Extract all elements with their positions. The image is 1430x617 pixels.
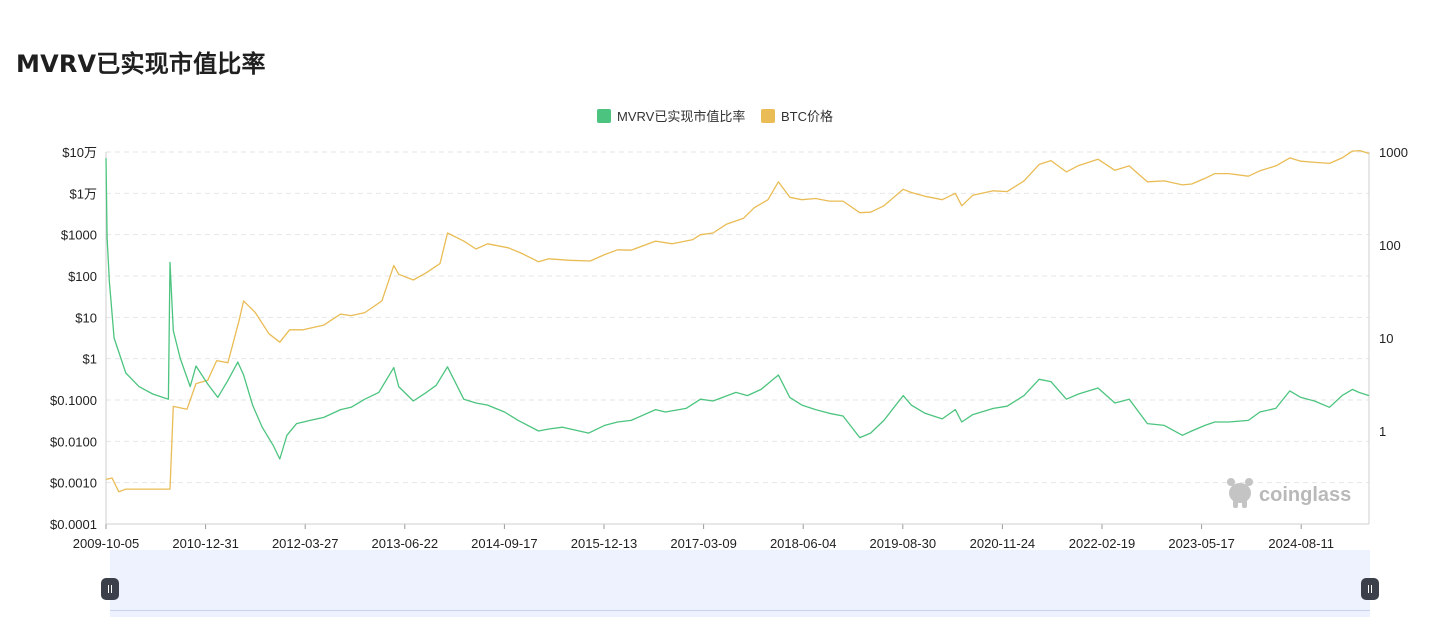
zoom-preview-line bbox=[110, 610, 1370, 611]
legend-label-btc-price: BTC价格 bbox=[780, 109, 833, 124]
left-axis-tick-label: $1 bbox=[83, 352, 97, 367]
mvrv-chart: $10万 $1万 $1000 $100 $10 $1 $0.1000 $0.0100 $0.00… bbox=[50, 145, 1408, 550]
left-axis-tick-label: $100 bbox=[68, 269, 97, 284]
x-axis-tick-label: 2010-12-31 bbox=[172, 536, 239, 550]
axes bbox=[105, 152, 1370, 529]
right-axis-tick-label: 1000 bbox=[1379, 145, 1408, 160]
x-axis-tick-label: 2014-09-17 bbox=[471, 536, 538, 550]
x-axis-tick-label: 2023-05-17 bbox=[1168, 536, 1235, 550]
tick-labels: $10万 $1万 $1000 $100 $10 $1 $0.1000 $0.0100 $0.00… bbox=[50, 145, 1408, 550]
legend-label-mvrv: MVRV已实现市值比率 bbox=[617, 109, 746, 124]
left-axis-tick-label: $1000 bbox=[61, 228, 97, 243]
left-axis-tick-label: $0.0100 bbox=[50, 434, 97, 449]
chart-legend: MVRV已实现市值比率 BTC价格 bbox=[0, 106, 1430, 126]
x-axis-tick-label: 2020-11-24 bbox=[970, 536, 1036, 550]
right-axis-tick-label: 100 bbox=[1379, 238, 1401, 253]
zoom-handle-left[interactable] bbox=[101, 578, 119, 600]
series-lines bbox=[105, 149, 1370, 493]
x-axis-tick-label: 2015-12-13 bbox=[571, 536, 638, 550]
left-axis-tick-label: $0.0010 bbox=[50, 476, 97, 491]
x-axis-tick-label: 2013-06-22 bbox=[372, 536, 439, 550]
legend-item-mvrv[interactable]: MVRV已实现市值比率 bbox=[597, 106, 745, 125]
x-axis-tick-label: 2018-06-04 bbox=[770, 536, 837, 550]
watermark-text: coinglass bbox=[1259, 484, 1351, 506]
legend-swatch-mvrv bbox=[597, 108, 612, 123]
mvrv-series-line bbox=[105, 158, 1370, 460]
page-title: MVRV已实现市值比率 bbox=[16, 50, 266, 78]
coinglass-logo-icon bbox=[1227, 478, 1253, 508]
x-axis-tick-label: 2017-03-09 bbox=[670, 536, 737, 550]
zoom-slider[interactable] bbox=[110, 550, 1370, 617]
left-axis-tick-label: $1万 bbox=[70, 186, 97, 201]
x-axis-tick-label: 2022-02-19 bbox=[1069, 536, 1136, 550]
right-axis-tick-label: 10 bbox=[1379, 331, 1393, 346]
legend-item-btc-price[interactable]: BTC价格 bbox=[760, 106, 833, 125]
grid-lines bbox=[106, 151, 1369, 484]
x-axis-tick-label: 2012-03-27 bbox=[272, 536, 339, 550]
left-axis-tick-label: $0.1000 bbox=[50, 393, 97, 408]
left-axis-tick-label: $0.0001 bbox=[50, 517, 97, 532]
legend-swatch-btc-price bbox=[760, 108, 775, 123]
x-axis-tick-label: 2024-08-11 bbox=[1268, 536, 1334, 550]
watermark: coinglass bbox=[1227, 478, 1351, 508]
zoom-handle-right[interactable] bbox=[1361, 578, 1379, 600]
left-axis-tick-label: $10 bbox=[75, 310, 97, 325]
x-axis-tick-label: 2019-08-30 bbox=[870, 536, 937, 550]
right-axis-tick-label: 1 bbox=[1379, 424, 1386, 439]
x-axis-tick-label: 2009-10-05 bbox=[73, 536, 140, 550]
left-axis-tick-label: $10万 bbox=[62, 145, 97, 160]
btc-price-series-line bbox=[105, 149, 1370, 493]
